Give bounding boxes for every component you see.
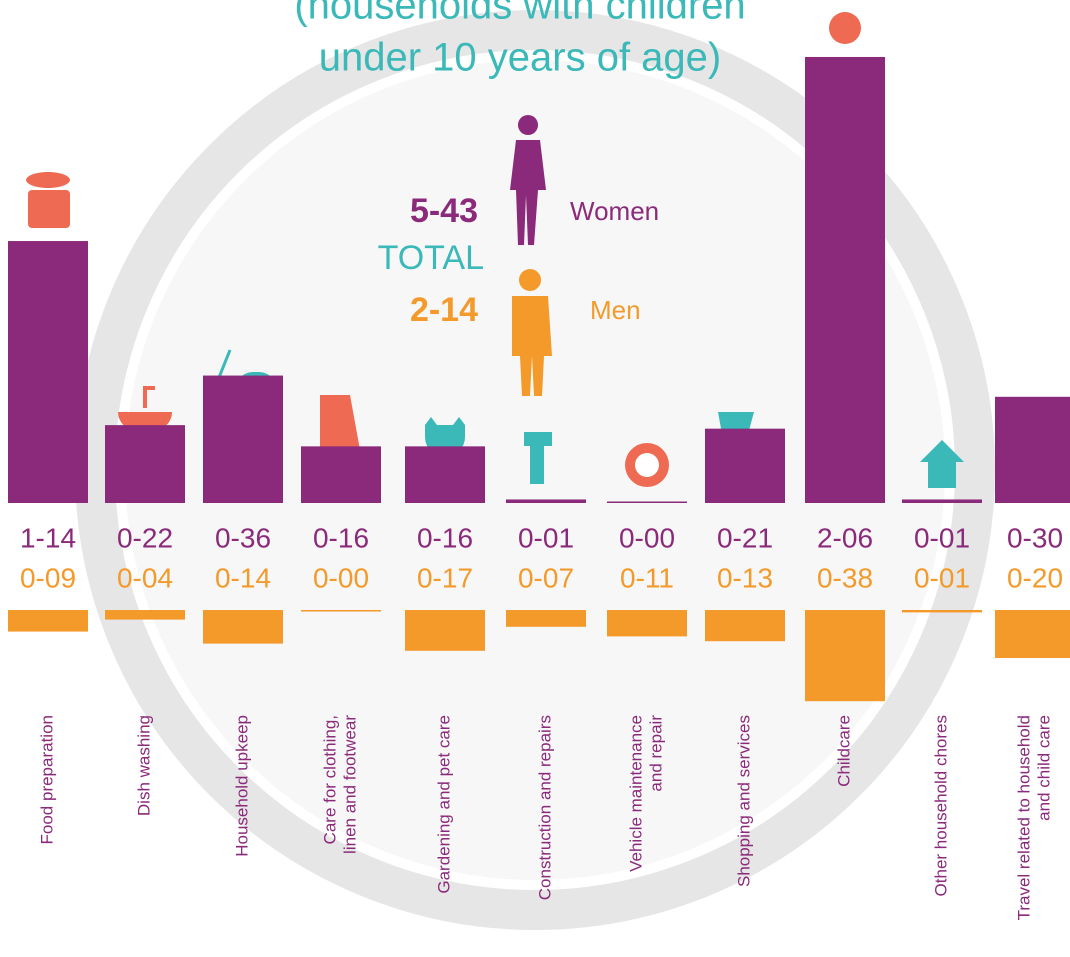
men-bar (405, 610, 485, 651)
category-label: and repair (646, 715, 665, 792)
men-bar (805, 610, 885, 701)
women-value-label: 0-01 (914, 522, 970, 553)
women-value-label: 0-01 (518, 522, 574, 553)
category-label: Childcare (834, 715, 853, 787)
category-label: Dish washing (134, 715, 153, 816)
chart-title: under 10 years of age) (319, 36, 721, 80)
category-label: Household upkeep (232, 715, 251, 857)
category-label: Other household chores (931, 715, 950, 896)
category-label: Shopping and services (734, 715, 753, 887)
women-value-label: 0-00 (619, 522, 675, 553)
men-bar (607, 610, 687, 636)
chart: (households with children under 10 years… (0, 0, 1070, 957)
category-label: Food preparation (37, 715, 56, 844)
women-bar (203, 376, 283, 503)
category-label: Vehicle maintenance (626, 715, 645, 872)
men-value-label: 0-38 (817, 562, 873, 593)
men-bar (506, 610, 586, 627)
women-bar (105, 425, 185, 503)
men-value-label: 0-11 (620, 562, 674, 593)
women-bar (995, 397, 1070, 503)
men-value-label: 0-14 (215, 562, 271, 593)
men-value-label: 0-20 (1007, 562, 1063, 593)
women-bar (8, 241, 88, 503)
men-bar (902, 610, 982, 612)
category-label: Gardening and pet care (434, 715, 453, 894)
total-label: TOTAL (378, 239, 484, 277)
legend-women: Women (570, 196, 659, 226)
men-value-label: 0-09 (20, 562, 76, 593)
category-label: Construction and repairs (535, 715, 554, 900)
category-label: and child care (1034, 715, 1053, 821)
men-bar (105, 610, 185, 620)
men-bar (995, 610, 1070, 658)
men-value-label: 0-07 (518, 562, 574, 593)
women-value-label: 0-16 (313, 522, 369, 553)
men-value-label: 0-17 (417, 562, 473, 593)
women-value-label: 0-16 (417, 522, 473, 553)
women-bar (405, 446, 485, 503)
women-value-label: 0-36 (215, 522, 271, 553)
women-bar (301, 446, 381, 503)
women-value-label: 1-14 (20, 522, 76, 553)
women-value-label: 0-21 (717, 522, 773, 553)
men-value-label: 0-13 (717, 562, 773, 593)
chart-title: (households with children (294, 0, 745, 28)
men-value-label: 0-04 (117, 562, 173, 593)
women-bar (902, 499, 982, 503)
women-bar (805, 57, 885, 503)
men-value-label: 0-00 (313, 562, 369, 593)
category-label: Travel related to household (1014, 715, 1033, 920)
women-value-label: 0-30 (1007, 522, 1063, 553)
women-value-label: 2-06 (817, 522, 873, 553)
legend-men: Men (590, 295, 641, 325)
men-bar (8, 610, 88, 632)
women-bar (705, 429, 785, 503)
women-bar (607, 502, 687, 504)
men-total: 2-14 (410, 291, 478, 329)
category-label: Care for clothing, (320, 715, 339, 844)
women-value-label: 0-22 (117, 522, 173, 553)
category-label: linen and footwear (340, 715, 359, 854)
men-bar (301, 610, 381, 612)
women-total: 5-43 (410, 192, 478, 230)
women-bar (506, 499, 586, 503)
men-bar (705, 610, 785, 641)
men-bar (203, 610, 283, 644)
men-value-label: 0-01 (914, 562, 970, 593)
